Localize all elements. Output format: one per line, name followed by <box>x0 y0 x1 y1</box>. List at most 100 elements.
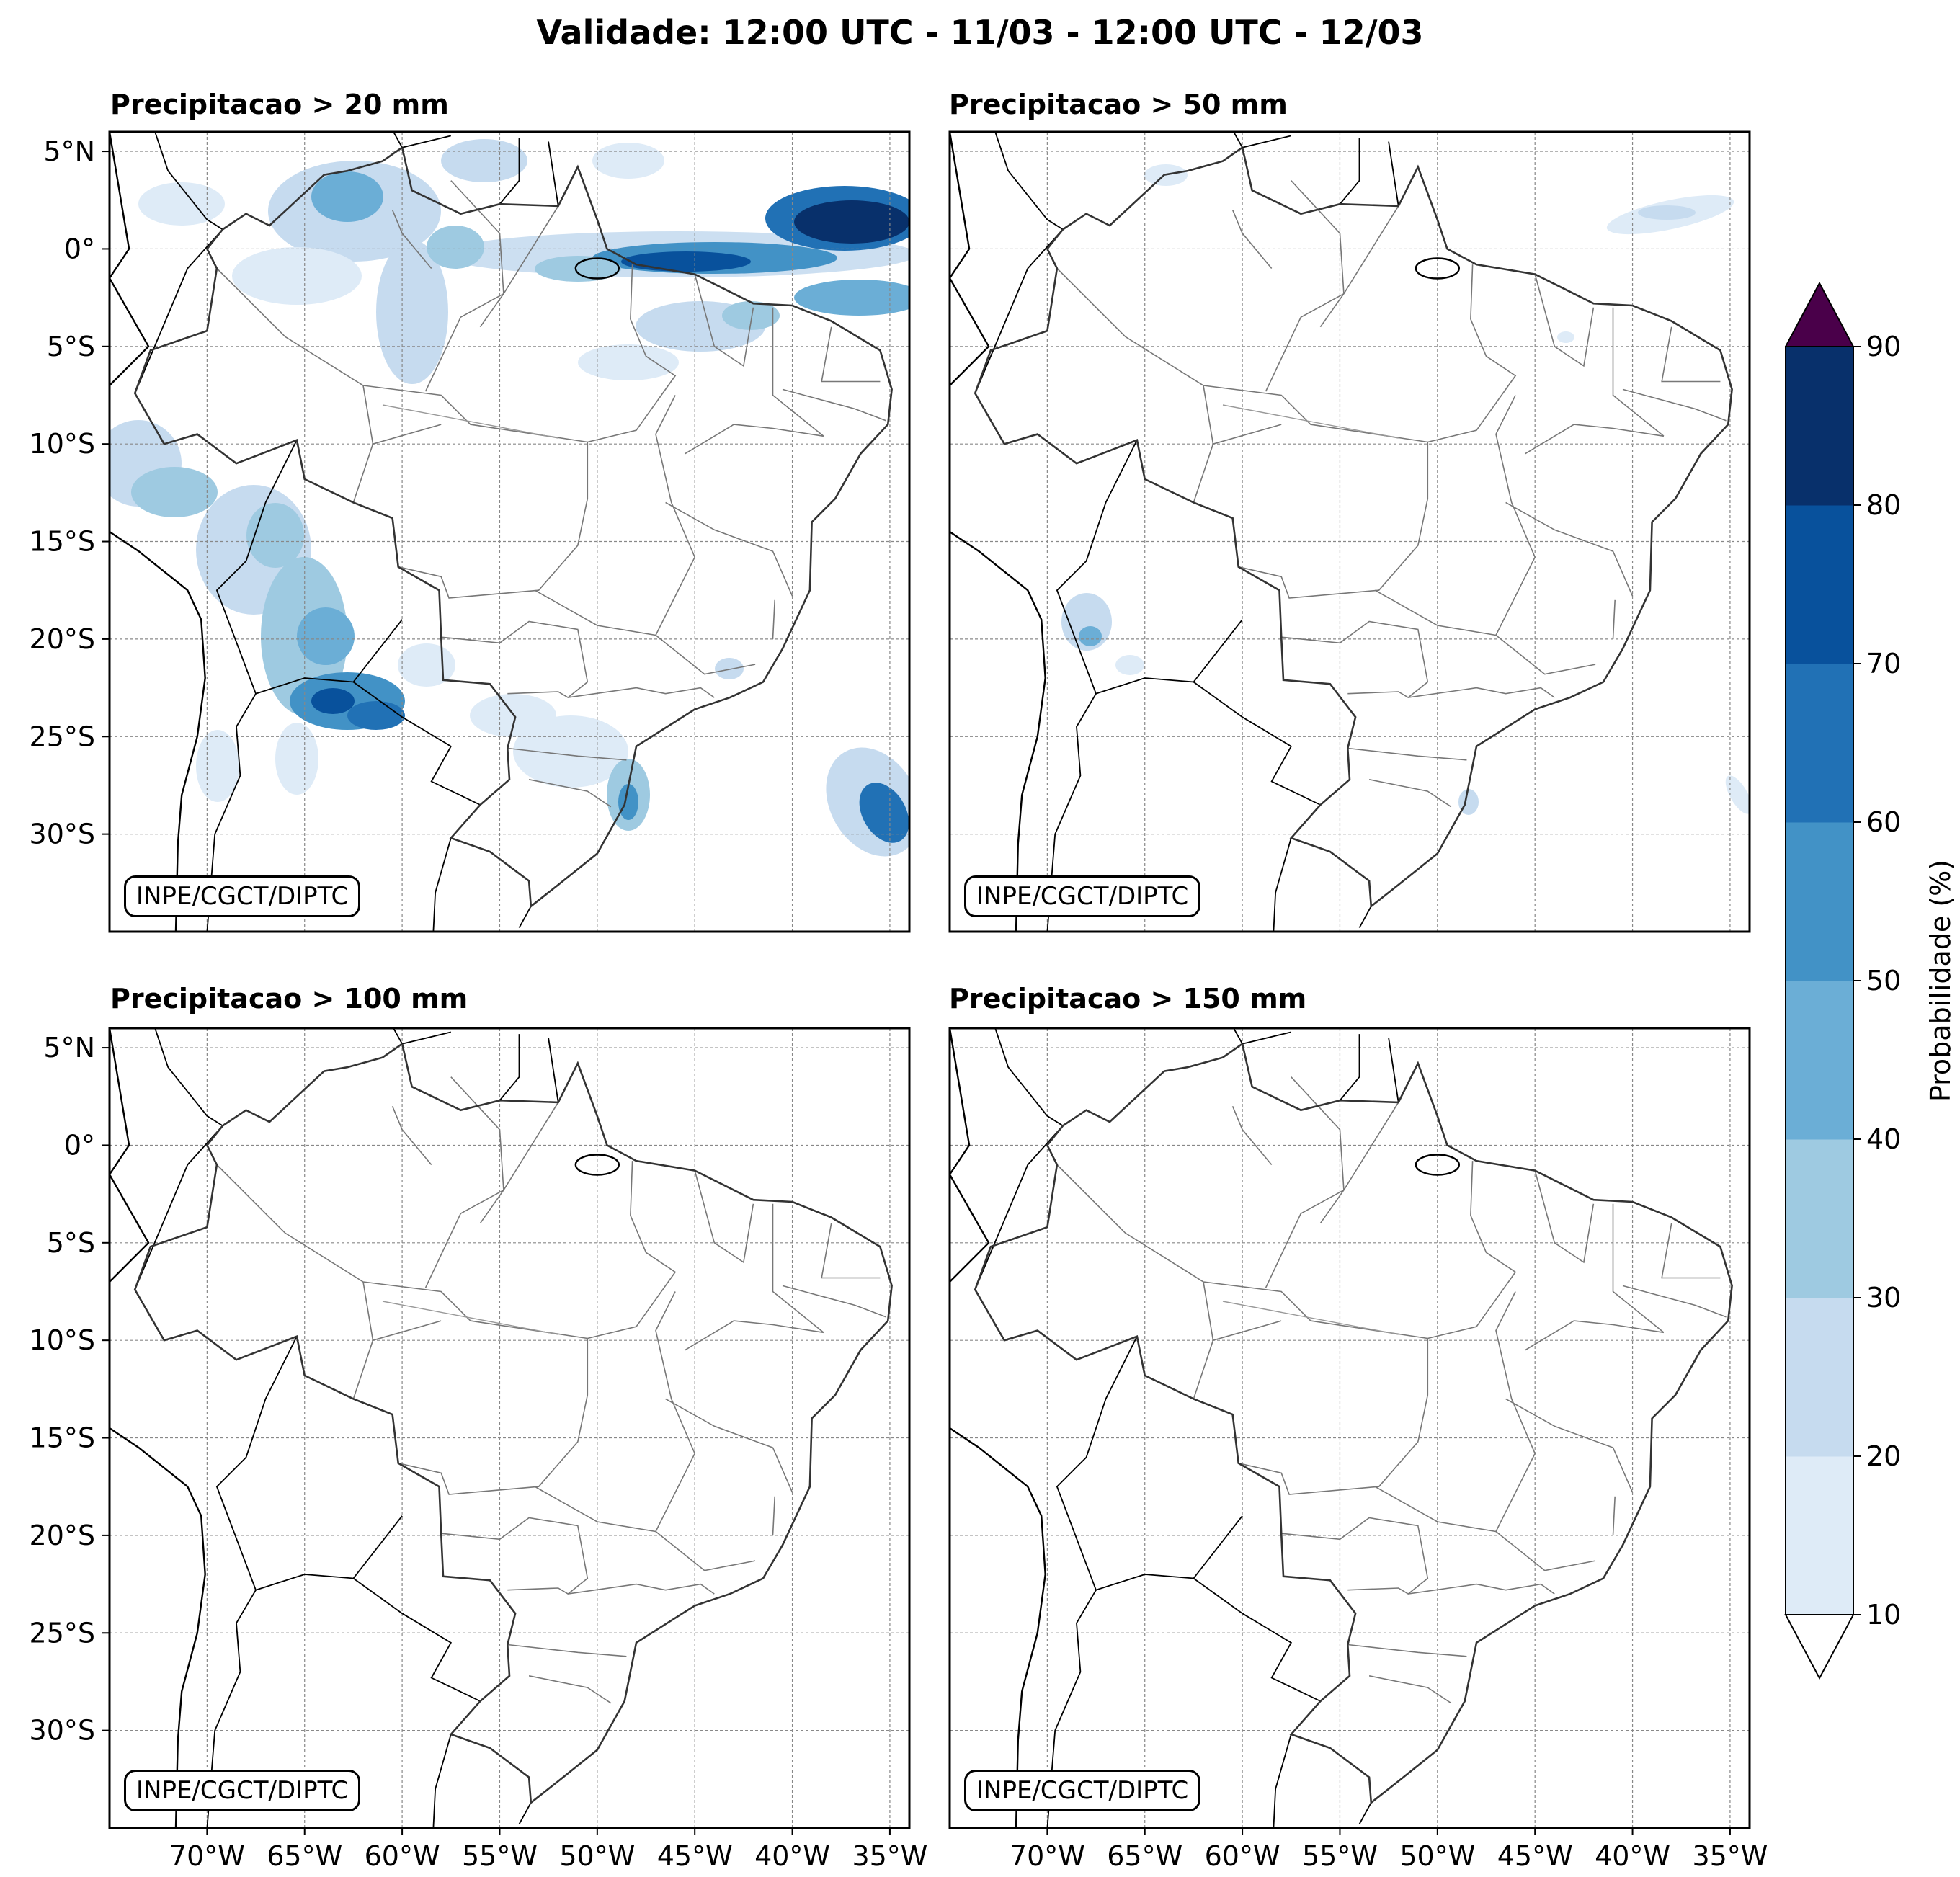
pacific-coastline <box>950 132 1046 932</box>
country-border <box>401 1031 452 1045</box>
marajo-island-outline <box>1415 257 1461 280</box>
state-border <box>782 388 886 422</box>
country-border <box>1046 1590 1097 1828</box>
map-lines-100mm <box>110 1028 909 1828</box>
state-border <box>1427 264 1517 443</box>
state-border <box>685 1320 824 1351</box>
map-panel-50mm <box>948 130 1751 933</box>
state-border <box>1281 620 1429 698</box>
state-border <box>772 1496 775 1535</box>
lon-tick-label: 65°W <box>1107 1840 1182 1872</box>
country-border <box>974 228 1064 394</box>
state-border <box>534 1291 696 1533</box>
state-border <box>655 634 756 675</box>
lat-tick-label: 30°S <box>30 1715 95 1747</box>
state-border <box>1622 388 1727 422</box>
state-border <box>398 1338 589 1495</box>
state-border <box>362 1281 374 1341</box>
panel-title-20mm: Precipitacao > 20 mm <box>110 89 449 120</box>
state-border <box>1661 1223 1721 1279</box>
lat-tick-label: 20°S <box>30 623 95 655</box>
colorbar-tick-label: 10 <box>1866 1599 1901 1631</box>
state-border <box>1238 442 1429 599</box>
state-border <box>391 209 432 269</box>
colorbar-tick-label: 90 <box>1866 331 1901 362</box>
colorbar-over-arrow <box>1784 281 1855 347</box>
lat-tick-label: 20°S <box>30 1520 95 1551</box>
state-border <box>1281 1517 1429 1595</box>
country-border <box>499 138 520 205</box>
lon-tick-label: 35°W <box>1692 1840 1768 1872</box>
state-border <box>772 599 775 639</box>
country-border <box>1388 1038 1399 1103</box>
state-border <box>391 1105 432 1166</box>
country-border <box>994 132 1243 231</box>
state-border <box>1622 1285 1727 1318</box>
country-border <box>1358 1802 1372 1825</box>
country-border <box>518 1802 532 1825</box>
state-border <box>772 307 824 437</box>
state-border <box>450 1076 504 1224</box>
state-border <box>665 501 793 597</box>
country-border <box>215 440 403 695</box>
lon-tick-label: 35°W <box>852 1840 927 1872</box>
colorbar-label: Probabilidade (%) <box>1925 860 1956 1102</box>
state-border <box>1495 1530 1596 1571</box>
lon-tick-label: 50°W <box>1399 1840 1475 1872</box>
colorbar-segment <box>1786 664 1853 823</box>
panel-title-50mm: Precipitacao > 50 mm <box>949 89 1288 120</box>
lat-tick-label: 5°S <box>47 1227 95 1259</box>
country-border <box>1242 1031 1292 1045</box>
lon-tick-label: 70°W <box>1010 1840 1085 1872</box>
state-border <box>1612 599 1616 639</box>
state-border <box>1612 307 1665 437</box>
state-border <box>1056 1164 1428 1339</box>
state-border <box>424 205 559 392</box>
country-border <box>994 1028 1243 1127</box>
state-border <box>587 264 677 443</box>
state-border <box>1661 326 1721 383</box>
lon-tick-label: 60°W <box>1205 1840 1280 1872</box>
state-border <box>352 1320 442 1399</box>
country-border <box>518 906 532 929</box>
state-border <box>450 180 504 328</box>
lat-tick-label: 5°N <box>43 1032 95 1064</box>
map-panel-100mm: 5°N 0° 5°S 10°S 15°S 20°S 25°S 30°S 70°W 65°W 60°… <box>30 1027 927 1872</box>
colorbar-tick-label: 20 <box>1866 1440 1901 1472</box>
country-border <box>1056 1336 1243 1591</box>
colorbar-tick-label: 30 <box>1866 1282 1901 1314</box>
state-border <box>1265 1102 1399 1288</box>
state-border <box>1612 1496 1616 1535</box>
country-border <box>1273 1734 1292 1828</box>
lat-tick-label: 10°S <box>30 1324 95 1356</box>
lat-tick-label: 25°S <box>30 1617 95 1649</box>
lon-tick-label: 55°W <box>462 1840 538 1872</box>
country-border <box>1339 138 1360 205</box>
lat-tick-label: 10°S <box>30 428 95 460</box>
state-border <box>587 1161 677 1339</box>
colorbar-tick-label: 60 <box>1866 806 1901 838</box>
state-border <box>1427 1161 1517 1339</box>
pacific-coastline <box>110 132 206 932</box>
country-border <box>1273 837 1292 932</box>
state-border <box>507 687 715 698</box>
pacific-coastline <box>950 1028 1046 1828</box>
state-border <box>216 1164 588 1339</box>
state-border <box>1374 395 1536 636</box>
country-border <box>1046 693 1097 932</box>
state-border <box>655 1530 756 1571</box>
state-border <box>507 1583 715 1595</box>
state-border <box>216 267 588 443</box>
state-border <box>1534 274 1595 367</box>
colorbar-segment <box>1786 822 1853 981</box>
marajo-island-outline <box>574 257 620 280</box>
state-border <box>1348 1644 1467 1657</box>
state-border <box>424 1102 559 1288</box>
state-border <box>507 747 627 761</box>
country-border <box>215 1336 403 1591</box>
state-border <box>507 1644 627 1657</box>
state-border <box>1348 1583 1555 1595</box>
state-border <box>821 1223 881 1279</box>
country-border <box>206 693 257 932</box>
